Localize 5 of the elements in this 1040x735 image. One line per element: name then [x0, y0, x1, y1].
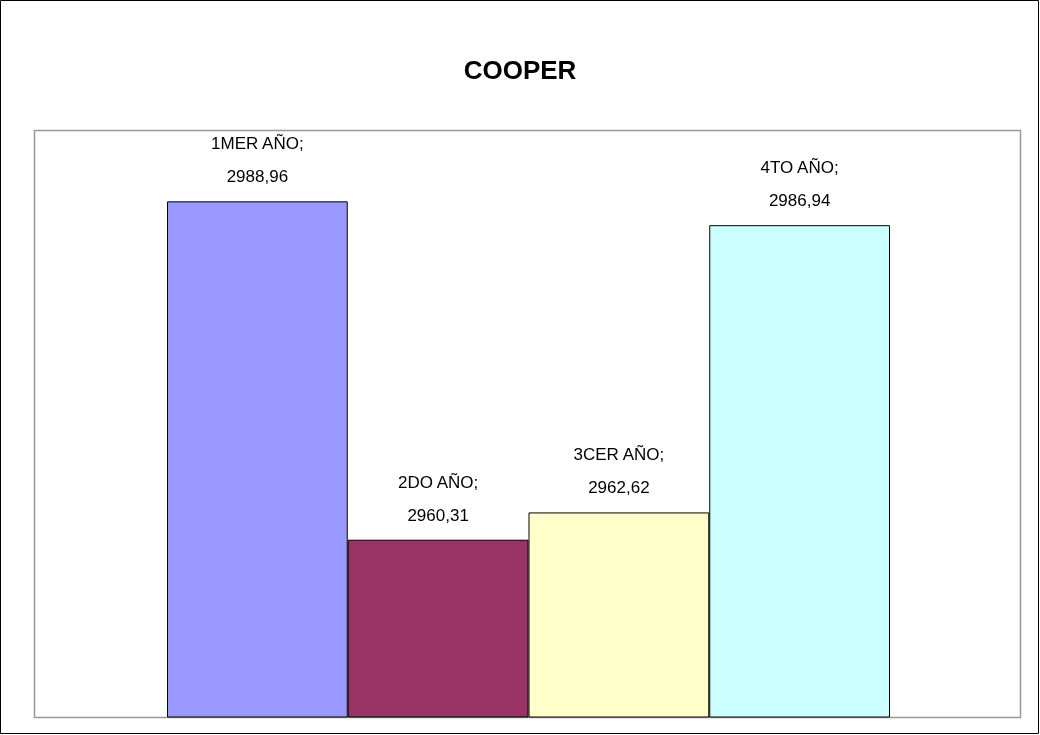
data-label: 1MER AÑO; 2988,96 — [211, 134, 304, 187]
data-label: 2DO AÑO; 2960,31 — [397, 472, 479, 525]
data-label: 3CER AÑO; 2962,62 — [573, 445, 665, 498]
data-label: 4TO AÑO; 2986,94 — [760, 158, 839, 211]
chart-title: COOPER — [463, 55, 577, 85]
